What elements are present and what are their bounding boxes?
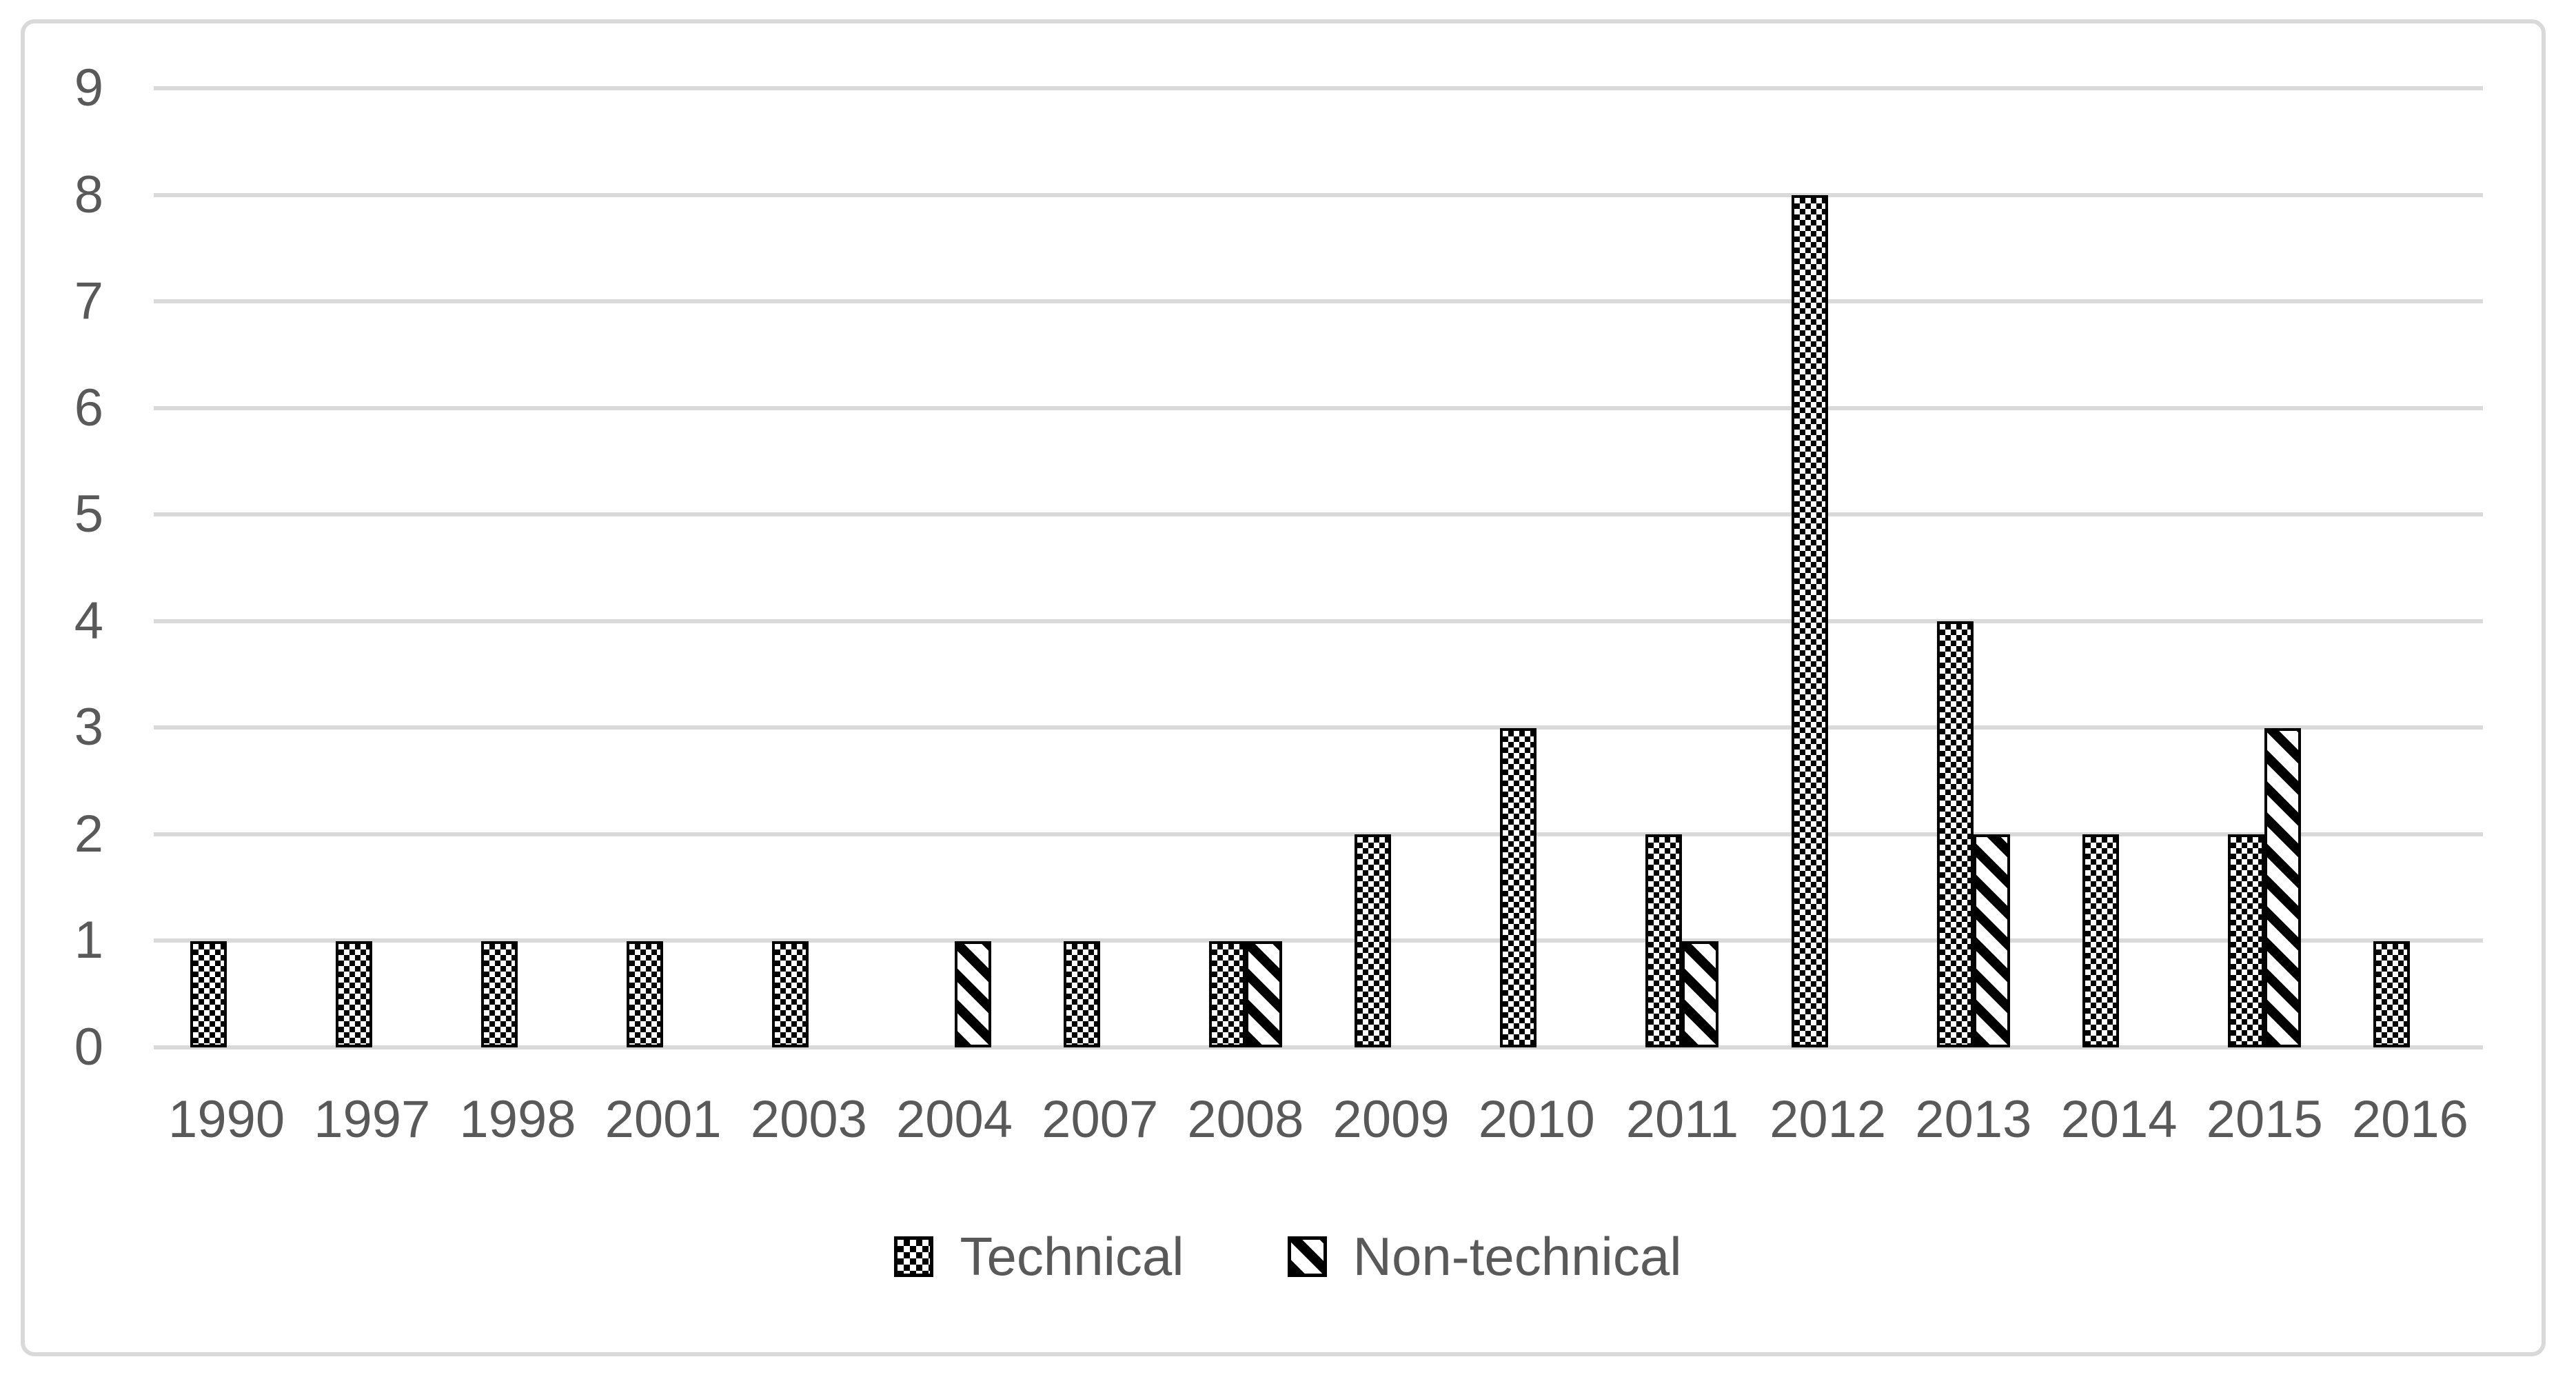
category-slot-2013	[1900, 88, 2046, 1047]
legend-swatch-technical-icon	[894, 1236, 934, 1277]
category-slot-1998	[445, 88, 590, 1047]
gridline-y-0	[154, 1045, 2483, 1049]
category-slot-2004	[882, 88, 1027, 1047]
bar-technical-2001	[627, 941, 664, 1047]
x-tick-label-2015: 2015	[2206, 1090, 2323, 1149]
bar-non-technical-2008	[1245, 941, 1282, 1047]
x-tick-label-2016: 2016	[2351, 1090, 2468, 1149]
x-tick-label-2012: 2012	[1769, 1090, 1887, 1149]
bar-technical-2010	[1500, 727, 1537, 1047]
bar-technical-2012	[1791, 195, 1828, 1047]
legend-entry-technical: Technical	[894, 1224, 1184, 1289]
category-slot-2015	[2192, 88, 2337, 1047]
y-tick-label-8: 8	[74, 165, 103, 224]
category-slot-1997	[299, 88, 445, 1047]
bar-technical-2009	[1355, 834, 1392, 1047]
bar-technical-2014	[2082, 834, 2120, 1047]
bar-technical-2008	[1208, 941, 1246, 1047]
gridline-y-9	[154, 86, 2483, 90]
x-tick-label-2011: 2011	[1625, 1090, 1739, 1149]
x-tick-label-2010: 2010	[1478, 1090, 1595, 1149]
bar-technical-2015	[2228, 834, 2265, 1047]
x-tick-label-2003: 2003	[750, 1090, 867, 1149]
x-tick-label-2007: 2007	[1042, 1090, 1159, 1149]
bar-non-technical-2013	[1973, 834, 2010, 1047]
bar-technical-2003	[772, 941, 809, 1047]
y-tick-label-3: 3	[74, 698, 103, 756]
y-tick-label-1: 1	[74, 911, 103, 969]
x-tick-label-2001: 2001	[605, 1090, 722, 1149]
category-slot-2011	[1610, 88, 1755, 1047]
bar-technical-2007	[1063, 941, 1100, 1047]
bar-non-technical-2015	[2264, 727, 2302, 1047]
bar-technical-1998	[480, 941, 518, 1047]
gridline-y-8	[154, 192, 2483, 197]
gridline-y-6	[154, 405, 2483, 410]
category-slot-2009	[1319, 88, 1464, 1047]
category-slot-1990	[154, 88, 299, 1047]
y-tick-label-9: 9	[74, 59, 103, 117]
y-tick-label-2: 2	[74, 804, 103, 863]
y-tick-label-5: 5	[74, 485, 103, 543]
x-tick-label-2008: 2008	[1187, 1090, 1304, 1149]
bar-technical-1997	[335, 941, 372, 1047]
legend: Technical Non-technical	[0, 1224, 2576, 1289]
gridline-y-2	[154, 832, 2483, 836]
y-axis: 0 1 2 3 4 5 6 7 8 9	[0, 62, 103, 1074]
bar-technical-1990	[190, 941, 227, 1047]
category-slot-2003	[736, 88, 882, 1047]
category-slot-2014	[2046, 88, 2191, 1047]
gridline-y-5	[154, 512, 2483, 516]
gridline-y-3	[154, 725, 2483, 730]
category-slot-2007	[1027, 88, 1173, 1047]
y-tick-label-4: 4	[74, 591, 103, 650]
bar-technical-2011	[1645, 834, 1683, 1047]
bars-layer	[154, 88, 2483, 1047]
bar-technical-2016	[2373, 941, 2411, 1047]
x-tick-label-2009: 2009	[1332, 1090, 1450, 1149]
x-tick-label-1990: 1990	[168, 1090, 285, 1149]
gridline-y-4	[154, 619, 2483, 623]
x-tick-label-2004: 2004	[895, 1090, 1013, 1149]
y-tick-label-0: 0	[74, 1017, 103, 1076]
x-tick-label-2014: 2014	[2060, 1090, 2178, 1149]
plot-area	[154, 86, 2483, 1049]
legend-label-technical: Technical	[960, 1226, 1184, 1287]
bar-non-technical-2004	[954, 941, 991, 1047]
legend-swatch-non-technical-icon	[1287, 1236, 1327, 1277]
category-slot-2008	[1173, 88, 1318, 1047]
gridline-y-1	[154, 938, 2483, 943]
category-slot-2001	[591, 88, 736, 1047]
legend-entry-non-technical: Non-technical	[1287, 1224, 1682, 1289]
x-tick-label-1998: 1998	[459, 1090, 576, 1149]
y-tick-label-7: 7	[74, 272, 103, 330]
x-tick-label-2013: 2013	[1915, 1090, 2032, 1149]
bar-non-technical-2011	[1682, 941, 1719, 1047]
x-axis: 1990 1997 1998 2001 2003 2004 2007 2008 2009 2010…	[154, 1080, 2483, 1159]
category-slot-2012	[1755, 88, 1900, 1047]
y-tick-label-6: 6	[74, 378, 103, 437]
legend-label-non-technical: Non-technical	[1352, 1226, 1682, 1287]
x-tick-label-1997: 1997	[314, 1090, 431, 1149]
gridline-y-7	[154, 299, 2483, 303]
category-slot-2016	[2337, 88, 2483, 1047]
category-slot-2010	[1464, 88, 1610, 1047]
bar-technical-2013	[1936, 621, 1974, 1047]
